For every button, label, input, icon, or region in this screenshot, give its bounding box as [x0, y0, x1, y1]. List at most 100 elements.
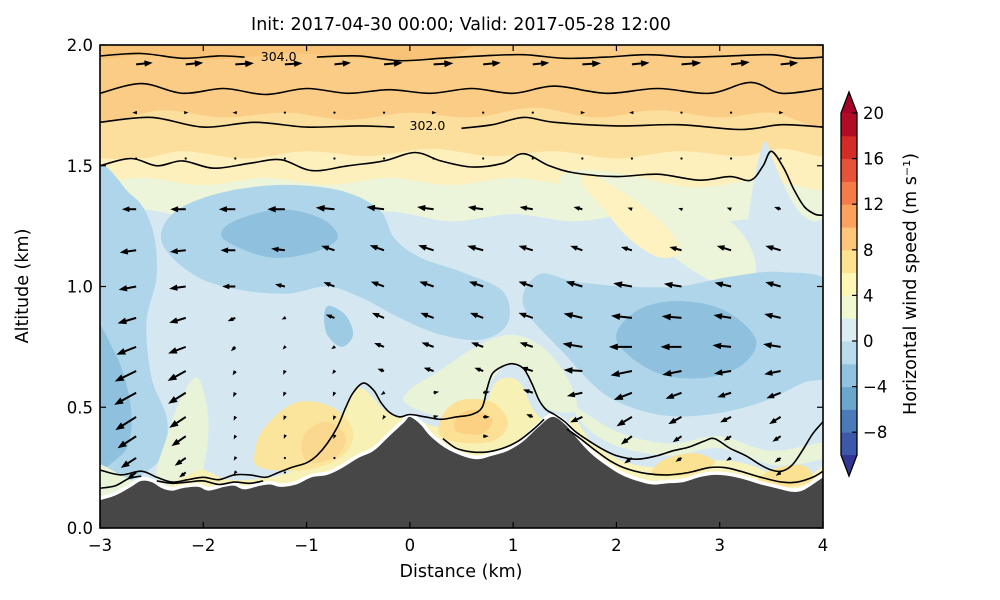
wind-arrow-head [789, 60, 799, 67]
wind-arrow-head [167, 373, 178, 381]
wind-arrow-head [382, 415, 387, 420]
wind-arrow-head [712, 342, 722, 350]
wind-arrow-head [668, 417, 677, 425]
wind-arrow-dot [482, 157, 485, 160]
colorbar-label: Horizontal wind speed (m s⁻¹) [901, 153, 921, 415]
wind-vector-layer [114, 59, 799, 480]
wind-arrow-head [267, 206, 276, 213]
wind-arrow-head [369, 245, 378, 251]
wind-arrow-head [467, 205, 476, 212]
wind-arrow-head [765, 245, 774, 251]
wind-speed-band-pale-green-left-low [156, 377, 209, 491]
wind-arrow-head [420, 312, 429, 319]
wind-arrow-head [474, 367, 481, 373]
wind-arrow-shaft [616, 370, 633, 376]
x-tick-label: 3 [714, 536, 725, 555]
wind-arrow-head [127, 473, 135, 480]
wind-arrow-head [432, 111, 437, 115]
theta-contour-line [156, 480, 264, 486]
wind-arrow-head [620, 437, 629, 445]
y-tick-label: 0.5 [67, 398, 93, 417]
wind-arrow-head [342, 60, 351, 67]
wind-arrow-dot [283, 111, 286, 114]
colorbar-band [841, 432, 857, 456]
wind-arrow-head [714, 369, 723, 376]
wind-arrow-head [393, 60, 403, 67]
y-tick-label: 2.0 [67, 36, 93, 55]
wind-speed-band-tan-band [100, 105, 823, 160]
wind-arrow-head [692, 60, 702, 67]
colorbar-tick-label: 0 [863, 332, 874, 351]
wind-arrow-head [573, 206, 580, 211]
wind-arrow-head [433, 390, 440, 395]
wind-arrow-dot [283, 157, 286, 160]
wind-arrow-head [592, 60, 601, 68]
wind-arrow-head [218, 206, 227, 213]
x-tick-label: 2 [611, 536, 622, 555]
wind-arrow-head [421, 342, 430, 348]
colorbar-band [841, 181, 857, 205]
theta-contour-line [316, 53, 823, 62]
wind-arrow-head [570, 245, 578, 251]
wind-arrow-head [566, 391, 576, 398]
wind-arrow-head [663, 281, 673, 289]
wind-arrow-head [723, 435, 731, 441]
theta-contour-line [566, 428, 823, 484]
wind-arrow-head [765, 281, 774, 288]
x-tick-label: 1 [508, 536, 519, 555]
wind-arrow-head [169, 284, 178, 291]
wind-arrow-head [233, 470, 238, 475]
wind-speed-band-deep-orange-top-left [100, 45, 477, 60]
colorbar-band [841, 363, 857, 388]
colorbar-band [841, 341, 857, 365]
wind-arrow-head [233, 392, 237, 398]
colorbar-band [841, 249, 857, 274]
theta-contour-line [442, 418, 545, 454]
wind-arrow-head [275, 283, 282, 288]
wind-arrow-shaft [119, 391, 137, 403]
colorbar-band [841, 158, 857, 182]
wind-speed-band-deep-blue-right-core [616, 301, 757, 379]
wind-arrow-dot [779, 157, 782, 160]
wind-arrow-head [227, 316, 234, 322]
wind-speed-band-deep-blue-left-core [100, 324, 132, 470]
wind-arrow-head [168, 347, 178, 354]
wind-arrow-head [620, 246, 629, 252]
wind-arrow-head [518, 245, 527, 251]
wind-arrow-head [519, 205, 528, 211]
wind-arrow-head [774, 457, 781, 463]
wind-arrow-head [629, 111, 634, 115]
wind-speed-band-pale-green-right-low-strip [573, 407, 823, 466]
wind-arrow-head [772, 436, 779, 442]
wind-arrow-head [470, 312, 478, 319]
wind-arrow-head [377, 368, 384, 373]
wind-arrow-head [570, 416, 578, 423]
wind-arrow-dot [581, 157, 584, 160]
wind-arrow-head [281, 316, 287, 320]
colorbar-band [841, 227, 857, 251]
wind-arrow-head [184, 111, 189, 115]
wind-arrow-head [220, 247, 229, 254]
wind-arrow-head [661, 313, 671, 321]
wind-arrow-shaft [173, 391, 187, 402]
wind-arrow-head [371, 312, 380, 319]
wind-arrow-head [608, 343, 618, 351]
colorbar: 20 16 12 8 4 0 −4 −8 [840, 90, 887, 478]
wind-speed-band-pale-yellow-tongue-right [581, 172, 681, 259]
theta-contour-line [100, 150, 823, 217]
wind-speed-fill-layer [100, 45, 823, 528]
wind-arrow-head [271, 246, 279, 253]
x-tick-label: 0 [405, 536, 416, 555]
wind-speed-band-right-corner-light-blue [745, 141, 823, 315]
x-tick-label: 4 [818, 536, 829, 555]
wind-arrow-head [144, 60, 153, 67]
wind-arrow-head [423, 367, 431, 373]
wind-arrow-head [194, 60, 204, 67]
wind-arrow-head [764, 312, 773, 319]
wind-arrow-dot [680, 111, 683, 114]
wind-arrow-head [720, 416, 728, 423]
wind-arrow-head [283, 415, 287, 421]
theta-contour-line [100, 116, 395, 129]
theta-contour-line [100, 475, 142, 489]
